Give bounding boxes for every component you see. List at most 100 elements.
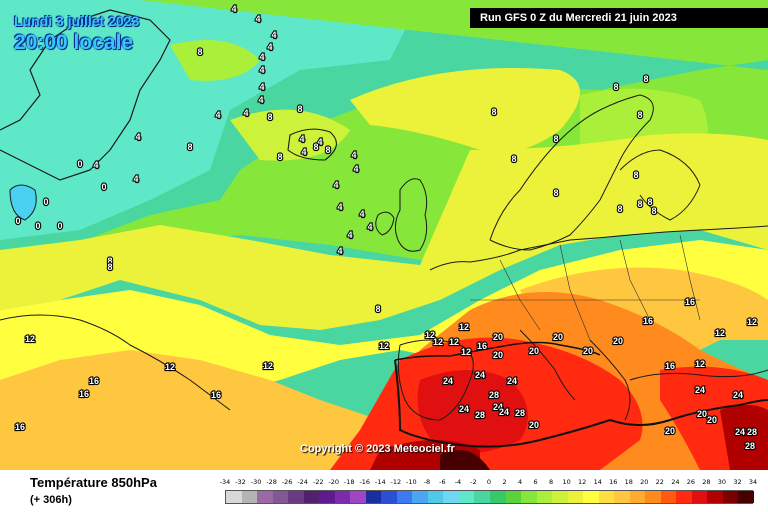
isotherm-label: 20 (583, 346, 593, 356)
scale-tick-label: -16 (359, 478, 371, 486)
scale-swatch (614, 491, 631, 503)
scale-swatch (272, 491, 289, 503)
isotherm-label: 8 (297, 104, 302, 114)
isotherm-label: 4 (337, 202, 342, 212)
isotherm-label: 4 (271, 30, 276, 40)
isotherm-label: 8 (491, 107, 496, 117)
isotherm-label: 8 (325, 145, 330, 155)
isotherm-label: 4 (317, 137, 322, 147)
scale-swatch (381, 491, 398, 503)
scale-swatch (412, 491, 429, 503)
isotherm-label: 12 (461, 347, 471, 357)
italy-coast (519, 329, 576, 401)
isotherm-label: 8 (197, 47, 202, 57)
newfoundland-coast (0, 314, 231, 411)
scale-tick-label: 12 (578, 478, 587, 486)
isotherm-label: 8 (553, 134, 558, 144)
scale-tick-label: 22 (655, 478, 664, 486)
scale-swatch (583, 491, 600, 503)
scale-tick-label: 0 (486, 478, 492, 486)
isotherm-label: 4 (135, 132, 140, 142)
isotherm-label: 4 (333, 180, 338, 190)
isotherm-label: 8 (277, 152, 282, 162)
extreme-hot-core (440, 450, 490, 470)
isotherm-label: 0 (57, 221, 62, 231)
isotherm-label: 4 (259, 65, 264, 75)
scale-swatch (226, 491, 243, 503)
isotherm-label: 24 (443, 376, 453, 386)
forecast-time: 20:00 locale (14, 31, 134, 54)
north-africa-coast (394, 359, 768, 448)
isotherm-label: 0 (43, 197, 48, 207)
scale-swatch (722, 491, 739, 503)
scandinavia-coast (489, 94, 654, 251)
eight-degree-area (0, 133, 768, 330)
north-europe-coast (429, 225, 768, 271)
isotherm-label: 0 (15, 216, 20, 226)
isotherm-label: 4 (215, 110, 220, 120)
scale-tick-label: -6 (439, 478, 446, 486)
scale-swatch (505, 491, 522, 503)
black-sea-coast (629, 369, 768, 381)
isotherm-label: 12 (459, 322, 469, 332)
iberia-coast (397, 339, 474, 421)
zero-degree-area (0, 0, 420, 240)
mediterranean-north-coast (394, 341, 601, 361)
scale-swatch (396, 491, 413, 503)
isotherm-label: 12 (449, 337, 459, 347)
isotherm-label: 4 (299, 134, 304, 144)
scale-tick-label: -4 (454, 478, 462, 486)
isotherm-label: 8 (651, 206, 656, 216)
isotherm-label: 8 (187, 142, 192, 152)
isotherm-label: 4 (258, 95, 263, 105)
scale-swatch (303, 491, 320, 503)
isotherm-label: 28 (475, 410, 485, 420)
isotherm-label: 4 (243, 108, 248, 118)
isotherm-label: 12 (425, 330, 435, 340)
isotherm-label: 4 (93, 160, 98, 170)
scale-swatch (288, 491, 305, 503)
scale-tick-label: -22 (312, 478, 324, 486)
isotherm-label: 12 (747, 317, 757, 327)
scale-tick-label: 28 (702, 478, 711, 486)
scale-tick-label: -24 (297, 478, 308, 486)
color-scale-bar (225, 490, 755, 504)
scale-tick-label: 14 (593, 478, 602, 486)
isotherm-label: 28 (745, 441, 755, 451)
scale-tick-label: -12 (390, 478, 402, 486)
isotherm-label: 8 (633, 170, 638, 180)
isotherm-label: 20 (493, 350, 503, 360)
isotherm-label: 12 (715, 328, 725, 338)
scale-tick-label: 34 (748, 478, 758, 486)
isotherm-label: 24 (733, 390, 743, 400)
country-borders (470, 234, 701, 341)
isotherm-label: 16 (477, 341, 487, 351)
isotherm-label: 4 (347, 230, 352, 240)
scale-swatch (458, 491, 475, 503)
scale-tick-label: -28 (266, 478, 277, 486)
isotherm-label: 8 (107, 256, 112, 266)
isotherm-label: 4 (353, 164, 358, 174)
isotherm-label: 24 (493, 402, 503, 412)
scale-swatch (521, 491, 538, 503)
isotherm-label: 4 (337, 246, 342, 256)
scale-swatch (319, 491, 336, 503)
lead-time: (+ 306h) (30, 494, 72, 506)
scale-swatch (427, 491, 444, 503)
isotherm-label: 8 (637, 110, 642, 120)
isotherm-label: 20 (529, 346, 539, 356)
isotherm-label: 24 (475, 370, 485, 380)
isotherm-label: 8 (375, 304, 380, 314)
isotherm-label: 12 (433, 337, 443, 347)
isotherm-label: 4 (255, 14, 260, 24)
scale-swatch (365, 491, 382, 503)
scale-swatch (676, 491, 693, 503)
scale-swatch (738, 491, 755, 503)
scale-swatch (241, 491, 258, 503)
scale-tick-label: -26 (281, 478, 293, 486)
model-run-info: Run GFS 0 Z du Mercredi 21 juin 2023 (470, 8, 768, 28)
balkans-coast (589, 339, 631, 421)
isotherm-label: 12 (695, 359, 705, 369)
scale-swatch (350, 491, 367, 503)
